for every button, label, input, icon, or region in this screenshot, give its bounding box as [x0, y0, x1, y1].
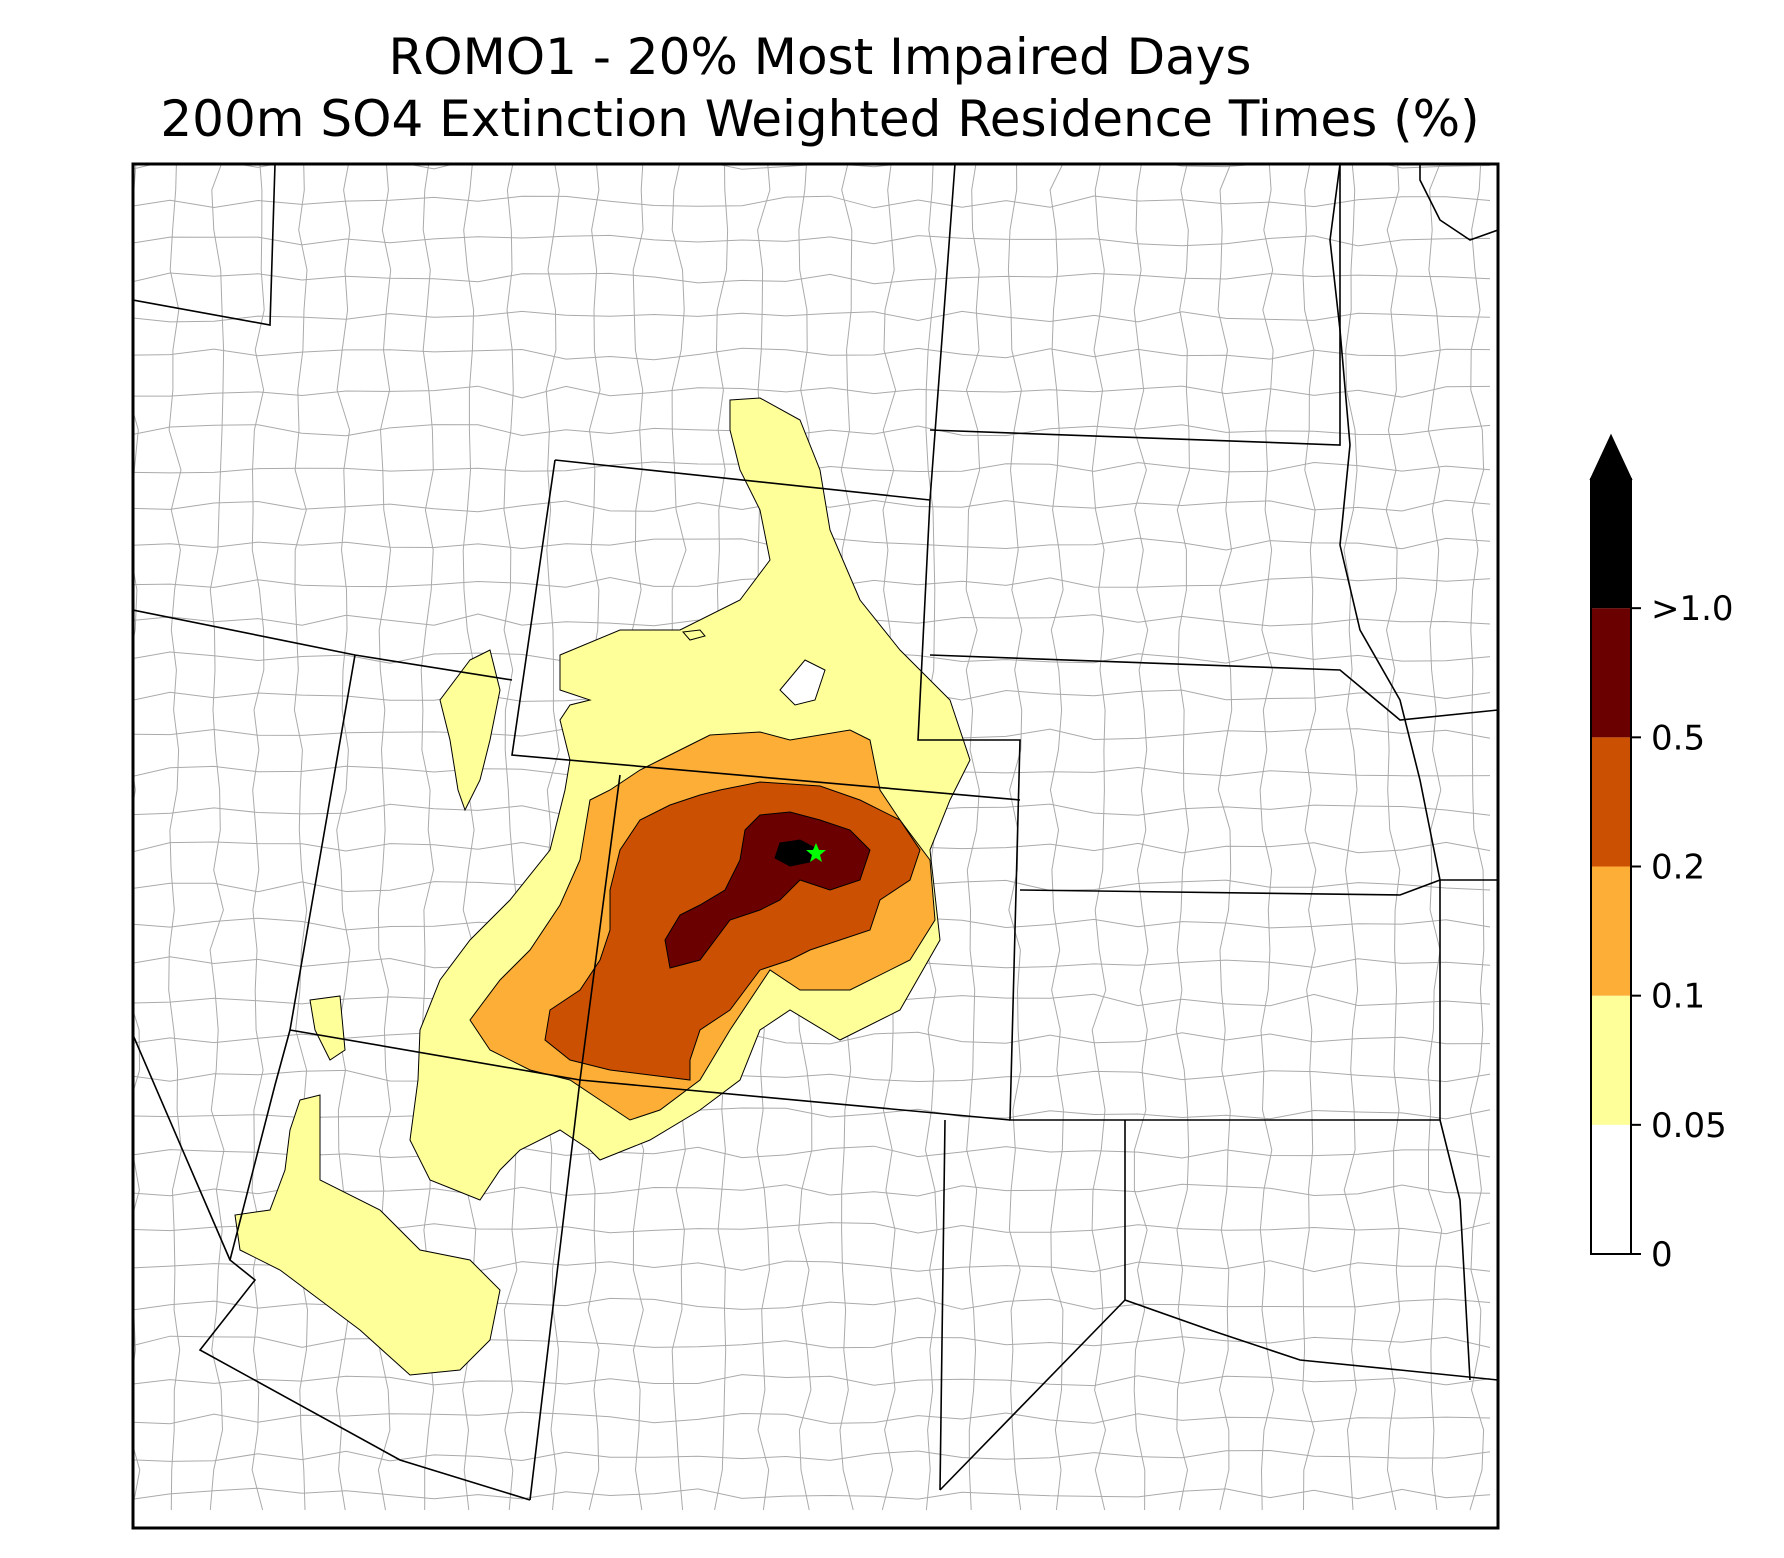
colorbar: 0 0.05 0.1 0.2 0.5 >1.0 [1589, 433, 1734, 1275]
colorbar-extend-arrow [1589, 433, 1633, 480]
colorbar-bin-1 [1591, 995, 1631, 1125]
colorbar-bin-4 [1591, 608, 1631, 738]
colorbar-tick-label: 0.1 [1651, 977, 1705, 1017]
colorbar-tick-label: 0.5 [1651, 718, 1705, 758]
colorbar-bin-2 [1591, 866, 1631, 996]
colorbar-bin-3 [1591, 737, 1631, 867]
colorbar-tick-label: >1.0 [1651, 589, 1734, 629]
title-line-1: ROMO1 - 20% Most Impaired Days [388, 28, 1252, 86]
colorbar-bin-0 [1591, 1124, 1631, 1254]
colorbar-bin-5 [1591, 479, 1631, 609]
receptor-star-icon [806, 843, 826, 862]
colorbar-tick-label: 0.05 [1651, 1106, 1727, 1146]
colorbar-tick-label: 0.2 [1651, 848, 1705, 888]
map-frame [131, 162, 1500, 1530]
contour-hole [779, 659, 826, 706]
title-line-2: 200m SO4 Extinction Weighted Residence T… [160, 90, 1480, 148]
state-borders [133, 164, 1498, 1501]
chart-title: ROMO1 - 20% Most Impaired Days 200m SO4 … [0, 26, 1640, 150]
colorbar-tick-label: 0 [1651, 1235, 1673, 1275]
map-area [133, 164, 1498, 1528]
